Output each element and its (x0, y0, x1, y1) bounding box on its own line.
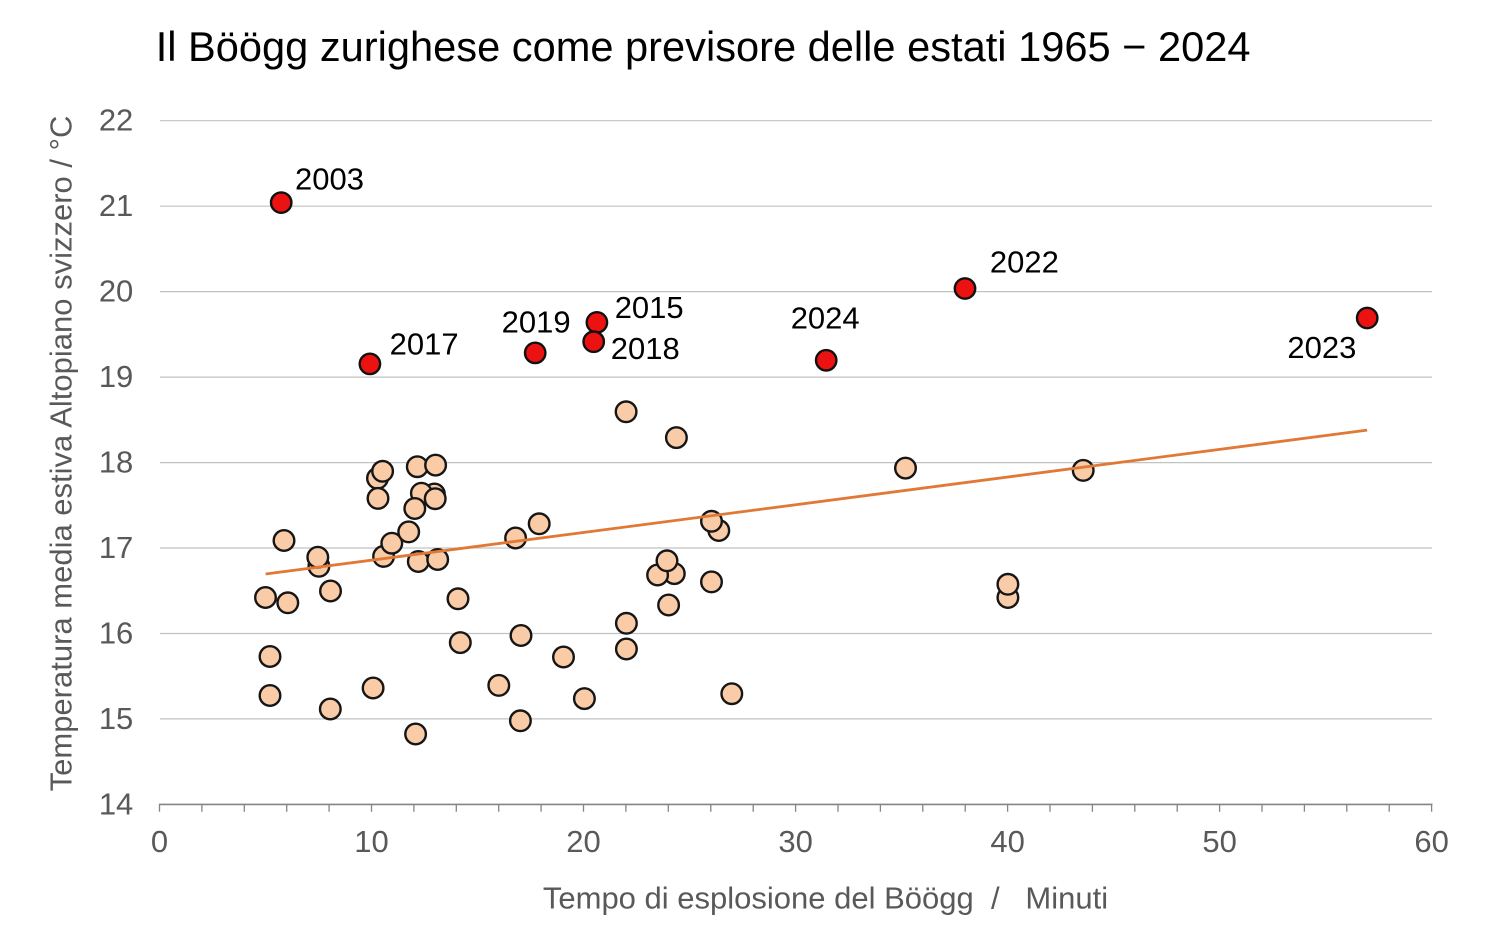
svg-text:2003: 2003 (295, 162, 364, 197)
svg-text:2024: 2024 (791, 301, 860, 336)
svg-text:0: 0 (151, 824, 168, 859)
svg-text:2018: 2018 (611, 331, 680, 366)
svg-text:2019: 2019 (502, 305, 571, 340)
svg-text:14: 14 (99, 786, 133, 821)
svg-text:17: 17 (99, 530, 133, 565)
svg-text:20: 20 (566, 824, 600, 859)
svg-text:21: 21 (99, 188, 133, 223)
svg-text:60: 60 (1414, 824, 1448, 859)
svg-text:Temperatura media estiva Altop: Temperatura media estiva Altopiano svizz… (44, 116, 79, 792)
svg-text:20: 20 (99, 274, 133, 309)
svg-text:10: 10 (354, 824, 388, 859)
svg-text:2015: 2015 (615, 290, 684, 325)
svg-text:Tempo di esplosione del Böögg: Tempo di esplosione del Böögg / Minuti (543, 881, 1108, 916)
svg-text:30: 30 (778, 824, 812, 859)
svg-text:50: 50 (1202, 824, 1236, 859)
svg-text:16: 16 (99, 616, 133, 651)
svg-text:Il Böögg zurighese come previs: Il Böögg zurighese come previsore delle … (156, 23, 1251, 70)
svg-text:15: 15 (99, 701, 133, 736)
svg-text:19: 19 (99, 359, 133, 394)
svg-text:18: 18 (99, 445, 133, 480)
svg-text:2022: 2022 (990, 244, 1059, 279)
svg-text:22: 22 (99, 103, 133, 138)
svg-text:2023: 2023 (1287, 330, 1356, 365)
svg-text:2017: 2017 (390, 327, 459, 362)
svg-text:40: 40 (990, 824, 1024, 859)
